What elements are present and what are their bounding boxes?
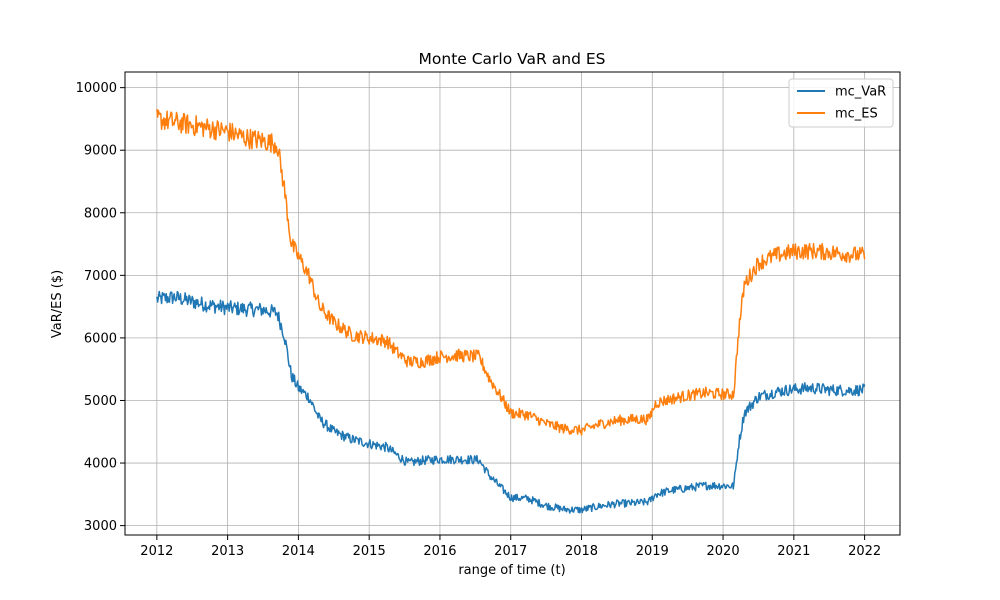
x-tick-label: 2013 xyxy=(211,544,244,559)
series-layer xyxy=(156,109,866,514)
x-tick-label: 2015 xyxy=(353,544,386,559)
legend-label: mc_ES xyxy=(835,107,878,122)
x-tick-label: 2014 xyxy=(282,544,315,559)
y-tick-label: 8000 xyxy=(84,206,117,221)
series-line-mc-var xyxy=(156,290,866,514)
legend: mc_VaR mc_ES xyxy=(788,78,894,128)
x-tick-label: 2016 xyxy=(423,544,456,559)
legend-label: mc_VaR xyxy=(835,85,886,100)
x-axis-label: range of time (t) xyxy=(458,563,565,578)
chart-title: Monte Carlo VaR and ES xyxy=(419,50,606,68)
y-tick-label: 6000 xyxy=(84,331,117,346)
y-tick-label: 3000 xyxy=(84,519,117,534)
y-tick-label: 9000 xyxy=(84,144,117,159)
ticks: 2012 2013 2014 2015 2016 2017 2018 2019 2020 2021… xyxy=(76,81,882,559)
x-tick-label: 2020 xyxy=(707,544,740,559)
plot-frame xyxy=(124,71,901,536)
grid xyxy=(125,72,900,535)
y-axis-label: VaR/ES ($) xyxy=(50,270,65,338)
y-tick-label: 4000 xyxy=(84,457,117,472)
y-tick-label: 10000 xyxy=(76,81,117,96)
x-tick-label: 2019 xyxy=(636,544,669,559)
x-tick-label: 2017 xyxy=(494,544,527,559)
x-tick-label: 2021 xyxy=(777,544,810,559)
x-tick-label: 2018 xyxy=(565,544,598,559)
y-tick-label: 5000 xyxy=(84,394,117,409)
y-tick-label: 7000 xyxy=(84,269,117,284)
x-tick-label: 2012 xyxy=(140,544,173,559)
x-tick-label: 2022 xyxy=(848,544,881,559)
series-line-mc-es xyxy=(156,109,866,436)
